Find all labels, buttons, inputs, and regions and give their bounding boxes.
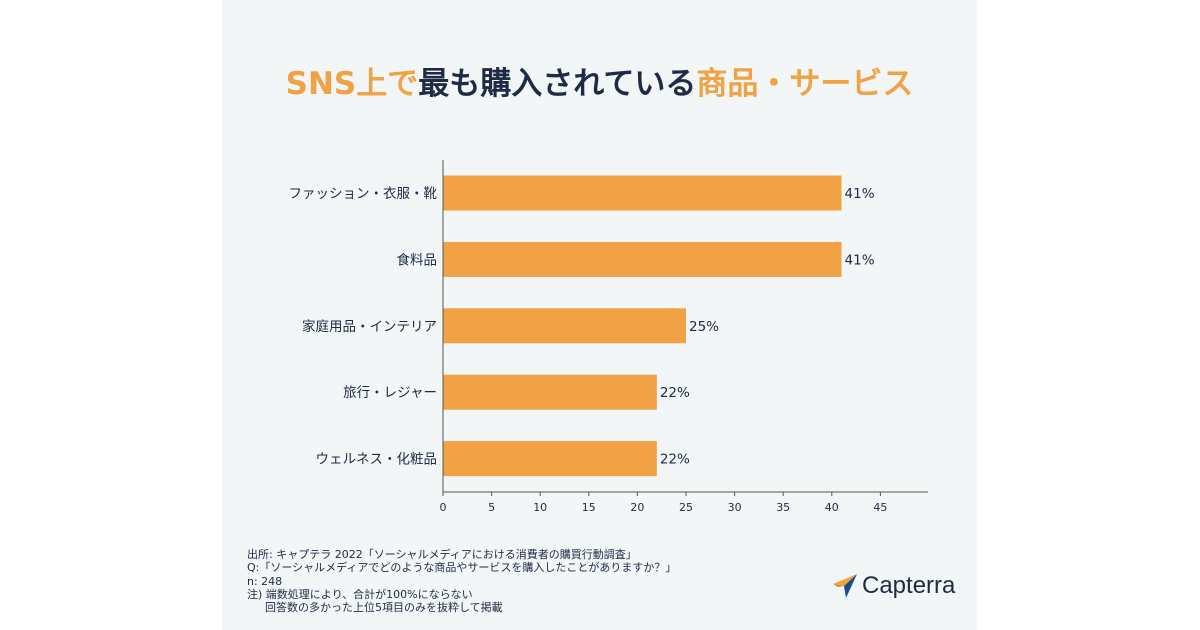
bar — [443, 308, 686, 344]
bar — [443, 374, 657, 410]
x-tick-label: 15 — [582, 501, 596, 514]
bar — [443, 241, 842, 277]
x-tick-label: 0 — [440, 501, 447, 514]
footnote-note-2: 回答数の多かった上位5項目のみを抜粋して掲載 — [265, 601, 503, 615]
chart-panel: SNS上で最も購入されている商品・サービス — [222, 0, 977, 630]
capterra-logo: Capterra — [832, 572, 955, 600]
category-label: 家庭用品・インテリア — [302, 318, 437, 335]
capterra-logo-text: Capterra — [862, 572, 956, 599]
footnote: 出所: キャプテラ 2022「ソーシャルメディアにおける消費者の購買行動調査」 … — [247, 548, 676, 614]
title-accent-2: 商品・サービス — [696, 66, 914, 102]
footnote-source: 出所: キャプテラ 2022「ソーシャルメディアにおける消費者の購買行動調査」 — [247, 548, 637, 561]
category-label: ウェルネス・化粧品 — [316, 452, 438, 468]
x-tick-label: 40 — [825, 501, 839, 514]
data-label: 25% — [689, 319, 719, 335]
bar — [443, 175, 842, 211]
data-label: 22% — [660, 452, 690, 468]
x-tick-label: 45 — [873, 501, 887, 514]
capterra-arrow-icon — [833, 574, 857, 598]
bar — [443, 441, 657, 477]
x-tick-label: 30 — [728, 501, 742, 514]
title-main: 最も購入されている — [418, 66, 697, 102]
footnote-note-1: 注) 端数処理により、合計が100%にならない — [247, 587, 473, 601]
data-label: 22% — [660, 385, 690, 401]
x-tick-label: 35 — [776, 501, 790, 514]
title-accent-1: SNS上で — [285, 66, 419, 102]
footnote-question: Q:「ソーシャルメディアでどのような商品やサービスを購入したことがありますか？」 — [247, 561, 677, 575]
category-label: 旅行・レジャー — [343, 385, 437, 401]
chart-title: SNS上で最も購入されている商品・サービス — [222, 58, 977, 103]
data-label: 41% — [845, 186, 875, 202]
category-label: 食料品 — [397, 251, 438, 268]
x-tick-label: 20 — [630, 501, 644, 514]
footnote-sample-size: n: 248 — [247, 574, 283, 588]
x-tick-label: 25 — [679, 501, 693, 514]
category-label: ファッション・衣服・靴 — [289, 186, 438, 202]
x-tick-label: 5 — [488, 501, 495, 514]
x-tick-label: 10 — [533, 501, 547, 514]
data-label: 41% — [845, 252, 875, 268]
